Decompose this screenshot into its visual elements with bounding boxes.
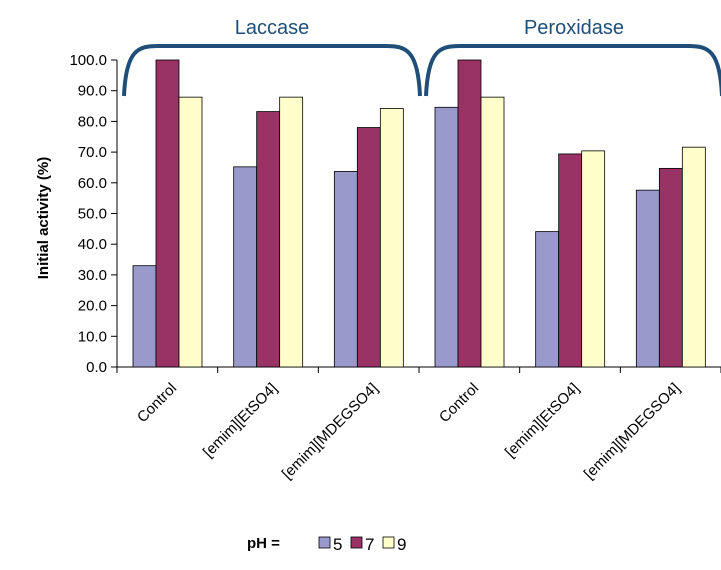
- bar-ph9-2: [379, 108, 404, 368]
- x-tick-label: [emim][MDEGSO4]: [279, 380, 382, 483]
- x-tick-labels: Control [emim][EtSO4][emim][MDEGSO4] Contr…: [134, 380, 684, 483]
- y-tick-label: 40.0: [78, 236, 107, 253]
- y-tick-label: 10.0: [78, 328, 107, 345]
- bar-ph9-4: [581, 150, 606, 368]
- legend-swatch-ph5: [318, 536, 331, 549]
- y-tick-label: 0.0: [86, 359, 107, 376]
- x-tick-label: [emim][EtSO4]: [200, 380, 281, 461]
- group-label: Laccase: [235, 17, 310, 39]
- legend: pH = 5 7 9: [247, 535, 406, 554]
- bar-ph5-2: [333, 171, 358, 368]
- legend-label-ph9: 9: [397, 535, 406, 554]
- bar-ph5-1: [233, 166, 258, 368]
- x-tick-label: [emim][MDEGSO4]: [581, 380, 684, 483]
- group-bracket: [122, 44, 422, 97]
- group-bracket: [424, 44, 721, 97]
- bar-ph5-5: [635, 189, 660, 368]
- bar-ph7-2: [356, 127, 381, 368]
- bar-ph5-4: [535, 231, 560, 368]
- x-tick-label: [emim][EtSO4]: [502, 380, 583, 461]
- bar-ph7-5: [658, 167, 683, 368]
- y-tick-label: 60.0: [78, 175, 107, 192]
- y-tick-label: 70.0: [78, 144, 107, 161]
- legend-title: pH =: [247, 535, 280, 552]
- bar-ph5-3: [434, 106, 459, 368]
- axes: [111, 59, 721, 373]
- bar-ph9-3: [480, 96, 505, 368]
- bar-ph9-1: [279, 96, 304, 368]
- bar-ph7-1: [256, 111, 281, 368]
- legend-label-ph7: 7: [365, 535, 374, 554]
- bar-ph9-0: [178, 96, 203, 368]
- y-axis-label: Initial activity (%): [35, 157, 52, 280]
- x-tick-label: Control: [436, 380, 482, 426]
- group-label: Peroxidase: [524, 17, 624, 39]
- y-tick-label: 50.0: [78, 206, 107, 223]
- bar-ph7-0: [155, 59, 180, 368]
- bars: [132, 59, 706, 368]
- bar-ph7-3: [457, 59, 482, 368]
- legend-swatch-ph9: [382, 536, 395, 549]
- group-brackets: Laccase Peroxidase: [122, 17, 721, 97]
- y-tick-labels: 0.0 10.0 20.0 30.0 40.0 50.0 60.0 70.0 80.0 90.0 1…: [69, 52, 107, 376]
- x-tick-label: Control: [134, 380, 180, 426]
- y-tick-label: 100.0: [69, 52, 107, 69]
- bar-ph7-4: [558, 153, 583, 368]
- y-tick-label: 20.0: [78, 298, 107, 315]
- legend-swatch-ph7: [350, 536, 363, 549]
- bar-ph9-5: [681, 146, 706, 368]
- y-tick-label: 90.0: [78, 83, 107, 100]
- y-tick-label: 30.0: [78, 267, 107, 284]
- bar-ph5-0: [132, 265, 157, 368]
- legend-label-ph5: 5: [333, 535, 342, 554]
- y-tick-label: 80.0: [78, 113, 107, 130]
